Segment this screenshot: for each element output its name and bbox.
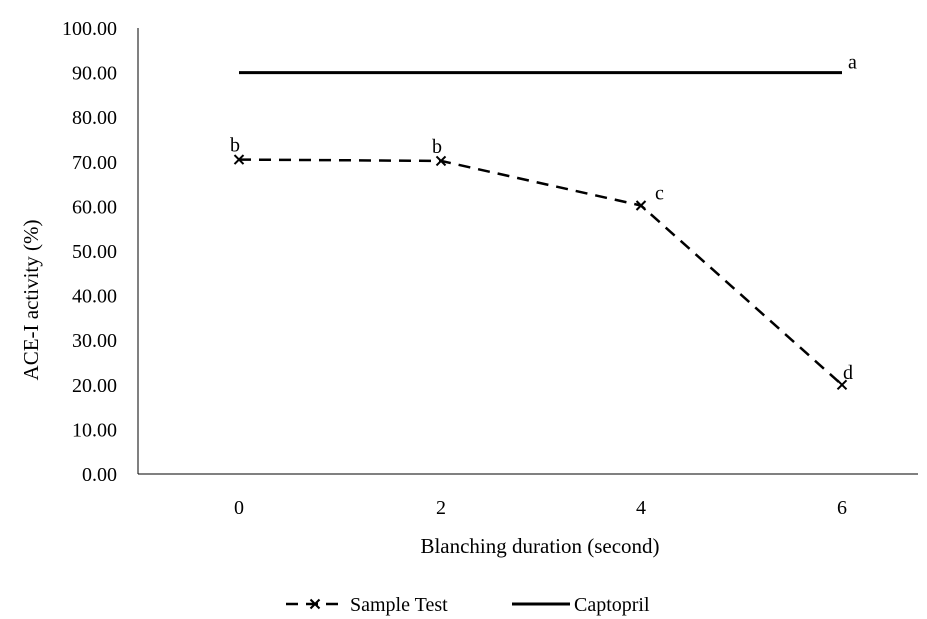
y-tick-label: 30.00 — [72, 330, 117, 352]
y-tick-label: 60.00 — [72, 196, 117, 218]
series-line-sample-test — [238, 158, 843, 386]
y-tick-label: 90.00 — [72, 63, 117, 85]
significance-label: a — [848, 52, 857, 74]
y-tick-label: 40.00 — [72, 286, 117, 308]
significance-label: b — [432, 136, 442, 158]
legend-item-sample-test: Sample Test — [286, 594, 448, 616]
legend-item-captopril: Captopril — [512, 594, 650, 616]
y-tick-label: 50.00 — [72, 241, 117, 263]
legend-label: Sample Test — [350, 594, 448, 616]
data-point-marker — [836, 379, 848, 391]
y-tick-label: 70.00 — [72, 152, 117, 174]
legend-label: Captopril — [574, 594, 650, 616]
x-axis-title: Blanching duration (second) — [420, 534, 659, 558]
y-tick-label: 0.00 — [82, 464, 117, 486]
significance-label: d — [843, 362, 853, 384]
significance-label: b — [230, 135, 240, 157]
y-tick-label: 10.00 — [72, 419, 117, 441]
y-tick-label: 20.00 — [72, 375, 117, 397]
y-tick-label: 100.00 — [62, 18, 117, 40]
legend: Sample Test Captopril — [286, 594, 650, 616]
data-point-marker — [233, 154, 245, 165]
y-axis-ticks: 0.00 10.00 20.00 30.00 40.00 50.00 60.00 70.00 8… — [62, 18, 117, 486]
x-tick-label: 0 — [234, 497, 244, 519]
x-axis-ticks: 0 2 4 6 — [234, 497, 847, 519]
data-point-marker — [635, 200, 647, 211]
x-tick-label: 4 — [636, 497, 646, 519]
series-layer: b b c d a — [230, 52, 857, 391]
x-tick-label: 2 — [436, 497, 446, 519]
significance-label: c — [655, 183, 664, 205]
x-tick-label: 6 — [837, 497, 847, 519]
y-tick-label: 80.00 — [72, 107, 117, 129]
y-axis-title: ACE-I activity (%) — [19, 220, 43, 381]
data-point-marker — [435, 155, 447, 167]
